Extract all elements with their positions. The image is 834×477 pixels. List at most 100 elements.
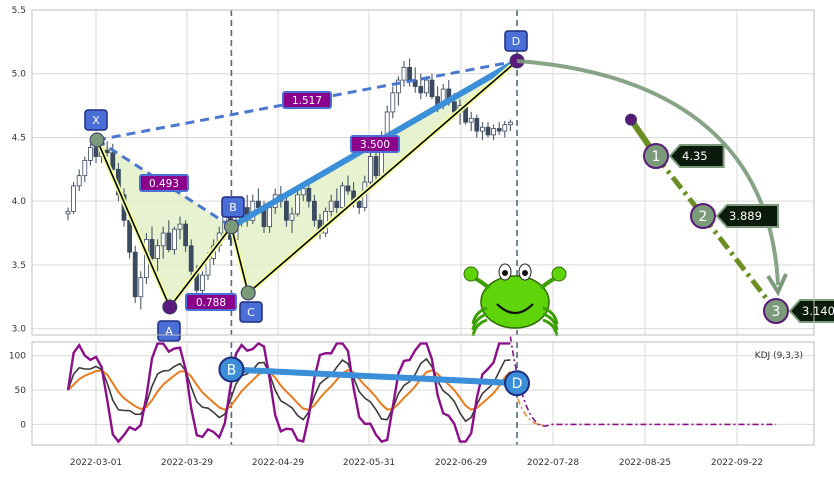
candle-body	[507, 121, 513, 126]
candle-body	[474, 117, 480, 132]
ratio-label: 0.788	[196, 297, 226, 309]
x-tick-label: 2022-03-29	[161, 458, 214, 468]
crab-leg	[542, 312, 559, 331]
point-label-box	[84, 109, 108, 131]
x-tick-label: 2022-07-28	[527, 458, 580, 468]
candle-body	[485, 126, 491, 136]
point-label-box	[221, 196, 245, 218]
crab-pupil	[502, 270, 508, 276]
indicator-bd-line	[231, 366, 518, 387]
x-tick-label: 2022-09-22	[711, 458, 763, 468]
crab-leg	[542, 318, 559, 337]
bcd-fill	[231, 60, 517, 293]
ratio-label: 1.517	[292, 95, 322, 107]
xab-fill	[97, 140, 232, 307]
target-number: 3	[772, 304, 781, 320]
candle-body	[76, 175, 82, 187]
point-label-box	[157, 320, 181, 342]
target-value: 3.889	[729, 209, 762, 223]
candle-body	[311, 200, 317, 221]
ratio-box	[282, 91, 332, 109]
crab-icon	[463, 263, 567, 337]
candle-body	[418, 86, 424, 94]
point-label: A	[165, 325, 173, 338]
target-number: 2	[699, 209, 708, 225]
target-circle	[643, 143, 669, 169]
ratio-box	[185, 293, 237, 311]
candle-body	[479, 126, 485, 132]
y-tick-label: 4.5	[12, 133, 26, 143]
candle-body	[71, 185, 76, 212]
candle-body	[407, 66, 413, 81]
projection-arc	[516, 58, 780, 286]
candle-body	[328, 200, 334, 212]
point-label-box	[504, 30, 528, 52]
candle-body	[267, 207, 273, 228]
target-value-box	[668, 144, 725, 168]
ratio-label: 0.493	[149, 178, 179, 190]
target-value-box	[715, 204, 779, 228]
ratio-box	[139, 174, 189, 192]
candle-body	[188, 245, 194, 272]
candle-body	[93, 147, 99, 157]
candle-body	[300, 188, 306, 196]
crab-smile	[496, 303, 534, 315]
point-label: C	[247, 306, 255, 319]
candle-body	[367, 156, 373, 183]
candle-body	[166, 232, 172, 251]
pattern-point	[240, 285, 256, 301]
candle-body	[82, 159, 88, 177]
indicator-point	[218, 356, 245, 383]
candle-body	[468, 117, 474, 123]
x-tick-label: 2022-08-25	[619, 458, 671, 468]
candle-body	[451, 101, 457, 113]
crab-leg	[471, 312, 488, 331]
kdj-j-projection	[509, 336, 776, 427]
point-label-box	[239, 301, 263, 323]
y-tick-label: 5.5	[12, 6, 26, 16]
candle-body	[127, 219, 132, 253]
point-label: X	[92, 114, 100, 127]
target-value: 4.35	[682, 149, 708, 163]
target-path	[701, 214, 778, 313]
candle-body	[132, 251, 138, 298]
crab-leg	[471, 318, 488, 337]
candle-body	[390, 92, 396, 113]
crab-pupil	[522, 270, 528, 276]
sub-y-tick-label: 100	[9, 352, 26, 362]
candle-body	[177, 223, 183, 230]
candle-body	[138, 277, 144, 298]
crab-leg	[471, 306, 488, 325]
candle-body	[334, 200, 340, 208]
target-number: 1	[652, 149, 661, 165]
arc-arrowhead	[766, 273, 788, 297]
leg-line	[230, 226, 249, 294]
candle-body	[110, 152, 116, 170]
projection-start	[625, 113, 637, 126]
indicator-point-label: D	[512, 376, 523, 392]
kdj-d-line	[67, 368, 512, 411]
crab-claw	[463, 266, 479, 282]
candle-body	[373, 156, 379, 177]
candle-body	[199, 274, 205, 291]
target-circle	[763, 298, 789, 324]
candle-body	[283, 200, 289, 221]
candle-body	[395, 79, 401, 94]
main-plot-frame	[31, 9, 815, 336]
candle-body	[423, 79, 429, 94]
x-tick-label: 2022-05-31	[343, 458, 395, 468]
crab-body	[480, 275, 550, 329]
kdj-j-line	[66, 341, 511, 444]
target-value: 3.140	[802, 304, 834, 318]
candle-body	[429, 79, 435, 98]
candle-body	[339, 185, 345, 208]
sub-y-tick-label: 0	[20, 420, 26, 430]
y-tick-label: 4.0	[12, 197, 27, 207]
point-label: D	[512, 35, 520, 48]
indicator-point	[504, 370, 530, 397]
crab-leg	[542, 306, 559, 325]
candle-body	[306, 188, 312, 202]
indicator-label: KDJ (9,3,3)	[755, 351, 803, 361]
